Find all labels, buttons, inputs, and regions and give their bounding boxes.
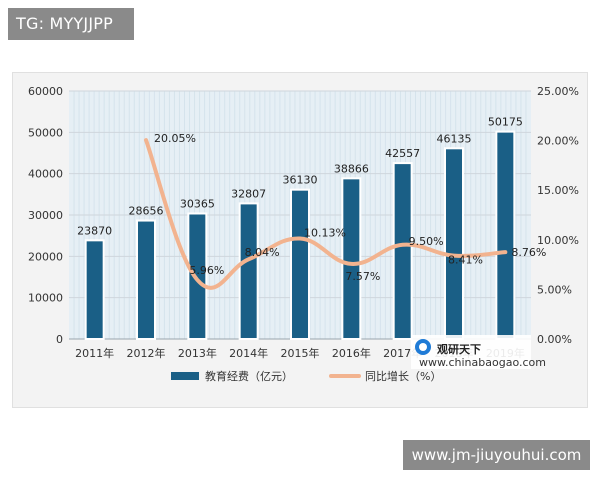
y-right-tick-label: 10.00% bbox=[537, 234, 579, 247]
line-value-label: 8.04% bbox=[245, 246, 280, 259]
bar bbox=[341, 177, 362, 340]
legend-label-line: 同比增长（%） bbox=[365, 369, 441, 383]
line-value-label: 7.57% bbox=[345, 270, 380, 283]
bar bbox=[238, 202, 259, 340]
line-value-label: 20.05% bbox=[154, 132, 196, 145]
y-left-tick-label: 60000 bbox=[28, 85, 63, 98]
bar-value-label: 50175 bbox=[488, 116, 523, 129]
growth-line bbox=[144, 138, 508, 290]
bar bbox=[136, 219, 156, 341]
y-left-tick-label: 50000 bbox=[28, 126, 63, 139]
y-left-tick-label: 10000 bbox=[28, 292, 63, 305]
bar-value-label: 46135 bbox=[437, 132, 472, 145]
legend-label-bar: 教育经费（亿元） bbox=[205, 369, 293, 383]
y-right-tick-label: 0.00% bbox=[537, 333, 572, 346]
bar bbox=[392, 162, 413, 340]
bar-value-label: 32807 bbox=[231, 187, 266, 200]
tg-badge: TG: MYYJJPP bbox=[8, 8, 134, 40]
footer-url-badge: www.jm-jiuyouhui.com bbox=[403, 440, 590, 470]
y-right-tick-label: 25.00% bbox=[537, 85, 579, 98]
bar bbox=[495, 130, 516, 340]
x-tick-label: 2014年 bbox=[229, 346, 268, 360]
line-value-label: 9.50% bbox=[409, 235, 444, 248]
y-left-tick-label: 30000 bbox=[28, 209, 63, 222]
watermark-site: www.chinabaogao.com bbox=[419, 356, 546, 369]
watermark-logo-icon-inner bbox=[419, 343, 427, 351]
y-right-tick-label: 5.00% bbox=[537, 283, 572, 296]
x-tick-label: 2012年 bbox=[127, 346, 166, 360]
line-value-label: 8.41% bbox=[448, 254, 483, 267]
bar-value-label: 38866 bbox=[334, 162, 369, 175]
y-right-tick-label: 20.00% bbox=[537, 135, 579, 148]
bar-value-label: 28656 bbox=[129, 205, 164, 218]
watermark-bg bbox=[411, 335, 531, 369]
line-value-label: 5.96% bbox=[189, 264, 224, 277]
bar-value-label: 23870 bbox=[77, 224, 112, 237]
chart-svg: 0 10000 20000 30000 40000 50000 60000 0.00% 5.00… bbox=[28, 85, 579, 383]
line-value-label: 8.76% bbox=[511, 246, 546, 259]
y-left-tick-label: 20000 bbox=[28, 250, 63, 263]
x-tick-label: 2013年 bbox=[178, 346, 217, 360]
bar bbox=[84, 239, 105, 340]
bar-value-label: 42557 bbox=[385, 147, 420, 160]
y-left-tick-label: 40000 bbox=[28, 168, 63, 181]
bar bbox=[290, 188, 310, 340]
y-right-tick-label: 15.00% bbox=[537, 184, 579, 197]
bar-value-label: 36130 bbox=[283, 174, 318, 187]
watermark-brand: 观研天下 bbox=[437, 343, 481, 356]
bar bbox=[444, 147, 464, 340]
x-tick-label: 2015年 bbox=[281, 346, 320, 360]
bar-value-label: 30365 bbox=[180, 197, 215, 210]
x-tick-label: 2011年 bbox=[75, 346, 114, 360]
x-tick-label: 2016年 bbox=[332, 346, 371, 360]
bar bbox=[187, 212, 208, 340]
line-value-label: 10.13% bbox=[304, 227, 346, 240]
y-left-tick-label: 0 bbox=[56, 333, 63, 346]
chart-frame: 0 10000 20000 30000 40000 50000 60000 0.00% 5.00… bbox=[12, 72, 588, 408]
legend-swatch-bar bbox=[171, 372, 199, 380]
